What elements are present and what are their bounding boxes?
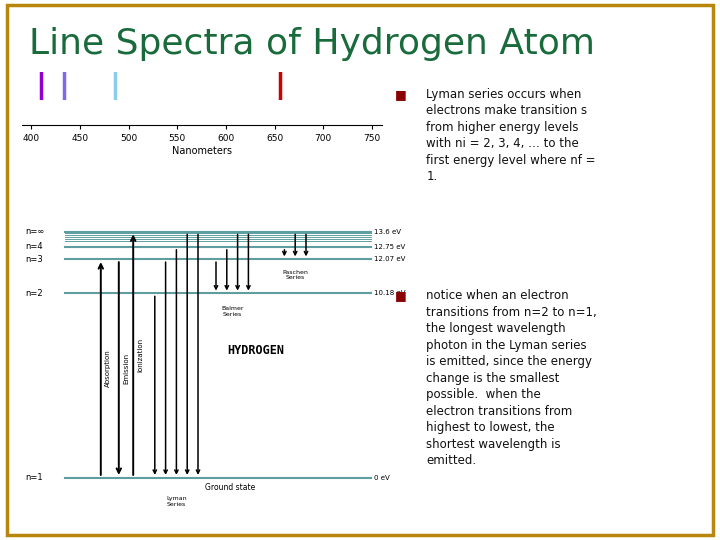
Text: 10.18 eV: 10.18 eV bbox=[374, 291, 406, 296]
Text: Absorption: Absorption bbox=[105, 349, 111, 387]
Text: Line Spectra of Hydrogen Atom: Line Spectra of Hydrogen Atom bbox=[29, 27, 595, 61]
Text: n=4: n=4 bbox=[25, 242, 42, 252]
Text: Paschen
Series: Paschen Series bbox=[282, 269, 308, 280]
Text: n=3: n=3 bbox=[25, 255, 43, 264]
Text: notice when an electron
transitions from n=2 to n=1,
the longest wavelength
phot: notice when an electron transitions from… bbox=[426, 289, 597, 467]
Text: n=2: n=2 bbox=[25, 289, 42, 298]
Text: Emission: Emission bbox=[123, 353, 129, 384]
Text: 12.07 eV: 12.07 eV bbox=[374, 256, 406, 262]
Text: n=1: n=1 bbox=[25, 473, 42, 482]
Text: 12.75 eV: 12.75 eV bbox=[374, 244, 405, 250]
Text: Ground state: Ground state bbox=[205, 483, 256, 492]
Text: 0 eV: 0 eV bbox=[374, 475, 390, 481]
Text: Balmer
Series: Balmer Series bbox=[221, 306, 243, 316]
Text: Lyman series occurs when
electrons make transition s
from higher energy levels
w: Lyman series occurs when electrons make … bbox=[426, 88, 596, 184]
Text: 13.6 eV: 13.6 eV bbox=[374, 228, 402, 234]
X-axis label: Nanometers: Nanometers bbox=[171, 146, 232, 156]
Text: ■: ■ bbox=[395, 88, 407, 101]
Text: Lyman
Series: Lyman Series bbox=[166, 496, 186, 507]
Text: HYDROGEN: HYDROGEN bbox=[227, 344, 284, 357]
Text: n=∞: n=∞ bbox=[25, 227, 45, 236]
Text: ■: ■ bbox=[395, 289, 407, 302]
Text: Ionization: Ionization bbox=[138, 338, 143, 372]
